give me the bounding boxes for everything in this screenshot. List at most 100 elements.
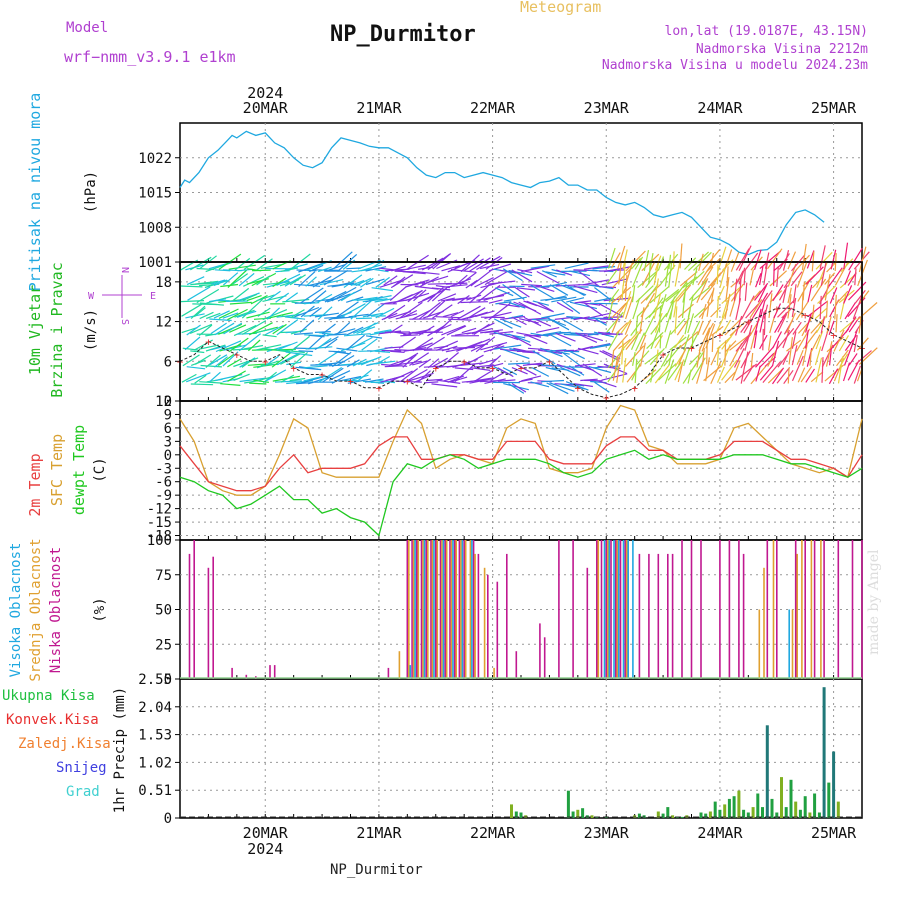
wind-arrow xyxy=(214,356,228,368)
precip-legend-item: Snijeg xyxy=(56,760,107,776)
wind-arrow xyxy=(417,370,431,383)
wind-arrow xyxy=(360,322,376,334)
wind-arrow xyxy=(484,311,512,319)
wind-arrow xyxy=(678,331,699,350)
wind-arrow xyxy=(564,262,589,269)
wind-arrow xyxy=(787,367,790,384)
wind-arrow xyxy=(228,264,256,270)
wind-arrow xyxy=(549,284,569,296)
wind-arrow xyxy=(389,370,413,382)
wind-arrow xyxy=(568,365,585,376)
precip-bar xyxy=(770,798,774,818)
wind-arrow xyxy=(815,314,828,334)
wind-arrow xyxy=(284,263,308,271)
wind-arrow xyxy=(530,264,556,269)
wind-arrow xyxy=(366,302,386,318)
wind-arrow xyxy=(743,364,755,382)
wind-arrow xyxy=(516,364,537,376)
precip-bar xyxy=(803,796,807,818)
wind-arrow xyxy=(418,325,435,337)
wind-arrow xyxy=(767,368,783,384)
wind-arrow xyxy=(485,362,504,369)
wind-arrow xyxy=(284,316,306,320)
wind-arrow xyxy=(724,340,727,366)
wind-arrow xyxy=(706,336,708,365)
y-tick-label: 1.53 xyxy=(138,728,172,744)
wind-arrow xyxy=(608,288,620,303)
precip-bar xyxy=(666,807,670,818)
wind-arrow xyxy=(835,314,838,333)
wind-gust-marker: + xyxy=(717,329,724,342)
wind-arrow xyxy=(554,316,573,320)
wind-arrow xyxy=(208,263,227,270)
wind-arrow xyxy=(753,249,762,270)
wind-arrow xyxy=(489,354,502,366)
wind-arrow xyxy=(592,316,607,326)
wind-arrow xyxy=(648,297,664,319)
wind-vectors xyxy=(179,242,878,395)
wind-arrow xyxy=(508,383,525,394)
y-tick-label: 12 xyxy=(155,394,172,410)
wind-arrow xyxy=(285,351,313,357)
dewpt-ylabel: dewpt Temp xyxy=(70,425,88,515)
wind-arrow xyxy=(767,248,783,270)
wind-arrow xyxy=(503,349,530,360)
wind-arrow xyxy=(782,350,790,365)
wind-arrow xyxy=(763,261,769,286)
wind-arrow xyxy=(324,290,347,303)
wind-arrow xyxy=(232,287,250,301)
wind-arrow xyxy=(848,247,863,271)
wind-arrow xyxy=(702,347,705,365)
wind-arrow xyxy=(256,258,273,271)
wind-arrow xyxy=(759,365,774,381)
wind-arrow xyxy=(262,334,277,338)
wind-arrow xyxy=(598,380,617,388)
wind-arrow xyxy=(326,333,347,336)
wind-arrow xyxy=(740,318,752,333)
day-label-bottom: 20MAR xyxy=(243,824,289,842)
wind-arrow xyxy=(220,383,241,386)
wind-arrow xyxy=(361,338,378,351)
wind-arrow xyxy=(209,371,221,383)
wind-arrow xyxy=(787,294,792,319)
wind-arrow xyxy=(391,265,406,272)
wind-arrow xyxy=(186,324,201,336)
wind-arrow xyxy=(213,279,228,287)
wind-arrow xyxy=(569,301,598,310)
wind-arrow xyxy=(801,243,807,271)
dewpt-line xyxy=(179,449,863,537)
precip-bar xyxy=(718,809,722,818)
wind-arrow xyxy=(474,277,494,288)
wind-arrow xyxy=(574,383,593,388)
wind-arrow xyxy=(408,348,433,352)
wind-arrow xyxy=(508,301,526,309)
wind-arrow xyxy=(624,320,632,335)
y-tick-label: 1022 xyxy=(138,151,172,167)
wind-arrow xyxy=(541,270,557,278)
wind-arrow xyxy=(440,297,455,302)
wind-arrow xyxy=(523,316,542,327)
wind-arrow xyxy=(369,295,392,301)
wind-arrow xyxy=(389,324,403,334)
wind-arrow xyxy=(632,351,636,367)
y-tick-label: 0.51 xyxy=(138,783,172,799)
wind-arrow xyxy=(782,285,788,304)
wind-arrow xyxy=(256,275,271,286)
wind-arrow xyxy=(573,285,598,294)
wind-arrow xyxy=(679,271,698,287)
wind-arrow xyxy=(180,285,203,288)
precip-bar xyxy=(836,801,840,818)
wind-arrow xyxy=(393,276,406,287)
wind-arrow xyxy=(744,324,753,351)
wind-arrow xyxy=(403,309,418,318)
precip-bar xyxy=(510,804,513,818)
wind-arrow xyxy=(858,246,867,273)
wind-arrow xyxy=(381,363,408,367)
wind-arrow xyxy=(303,365,328,369)
wind-arrow xyxy=(639,342,646,367)
wind-gust-marker: + xyxy=(518,362,525,375)
wind-arrow xyxy=(531,367,550,377)
model-label: Model xyxy=(66,20,109,36)
wind-arrow xyxy=(825,300,828,318)
wind-arrow xyxy=(431,383,458,388)
